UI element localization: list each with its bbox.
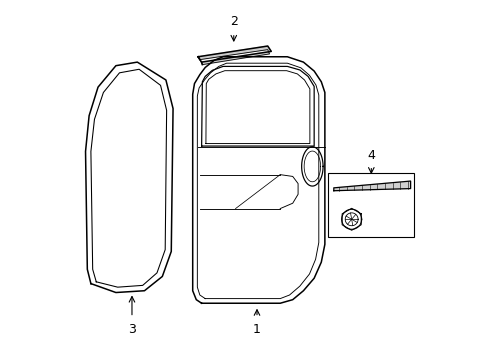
- Polygon shape: [333, 181, 410, 191]
- Text: 4: 4: [366, 149, 374, 162]
- Text: 2: 2: [229, 15, 237, 28]
- Text: 1: 1: [253, 323, 261, 336]
- Text: 3: 3: [128, 323, 136, 336]
- Polygon shape: [198, 46, 271, 64]
- Bar: [328, 173, 413, 237]
